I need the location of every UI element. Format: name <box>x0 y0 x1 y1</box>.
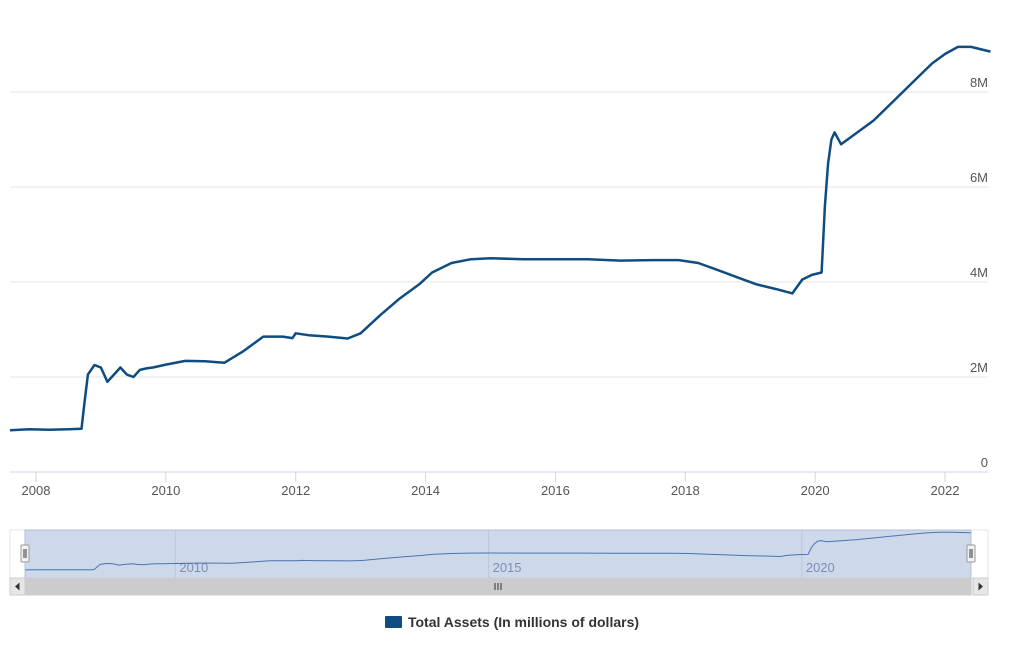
series-group <box>9 45 991 432</box>
x-tick-label: 2008 <box>22 483 51 498</box>
x-tick-label: 2014 <box>411 483 440 498</box>
x-tick-label: 2018 <box>671 483 700 498</box>
x-tick-label: 2016 <box>541 483 570 498</box>
x-tick-label: 2010 <box>151 483 180 498</box>
y-tick-label: 0 <box>981 455 988 470</box>
scroll-right-button[interactable] <box>972 577 989 596</box>
y-tick-label: 4M <box>970 265 988 280</box>
arrow-left-icon <box>15 582 20 591</box>
scrollbar[interactable] <box>9 577 989 596</box>
y-tick-label: 2M <box>970 360 988 375</box>
navigator-grid: 201020152020 <box>174 530 835 578</box>
navigator[interactable]: 201020152020 <box>9 529 989 579</box>
navigator-series-line <box>24 531 972 571</box>
arrow-right-icon <box>978 582 983 591</box>
y-tick-label: 6M <box>970 170 988 185</box>
scroll-left-button[interactable] <box>9 577 26 596</box>
navigator-x-tick-label: 2015 <box>493 560 522 575</box>
navigator-background <box>9 529 989 579</box>
legend-swatch <box>384 616 402 628</box>
y-tick-label: 8M <box>970 75 988 90</box>
x-axis-labels: 2008 2010 2012 2014 2016 2018 2020 2022 <box>22 472 960 498</box>
x-tick-label: 2020 <box>801 483 830 498</box>
legend: Total Assets (In millions of dollars) <box>0 612 1024 632</box>
legend-item-total-assets[interactable]: Total Assets (In millions of dollars) <box>384 614 640 630</box>
navigator-selection-mask[interactable] <box>24 529 972 579</box>
x-tick-label: 2012 <box>281 483 310 498</box>
y-axis-labels: 0 2M 4M 6M 8M <box>970 75 988 470</box>
navigator-right-handle[interactable] <box>966 544 976 563</box>
grid-lines <box>10 91 988 378</box>
series-line-total-assets <box>9 45 991 432</box>
x-tick-label: 2022 <box>931 483 960 498</box>
legend-label: Total Assets (In millions of dollars) <box>407 614 640 630</box>
navigator-left-handle[interactable] <box>20 544 30 563</box>
scrollbar-thumb[interactable] <box>24 577 972 596</box>
navigator-x-tick-label: 2020 <box>806 560 835 575</box>
